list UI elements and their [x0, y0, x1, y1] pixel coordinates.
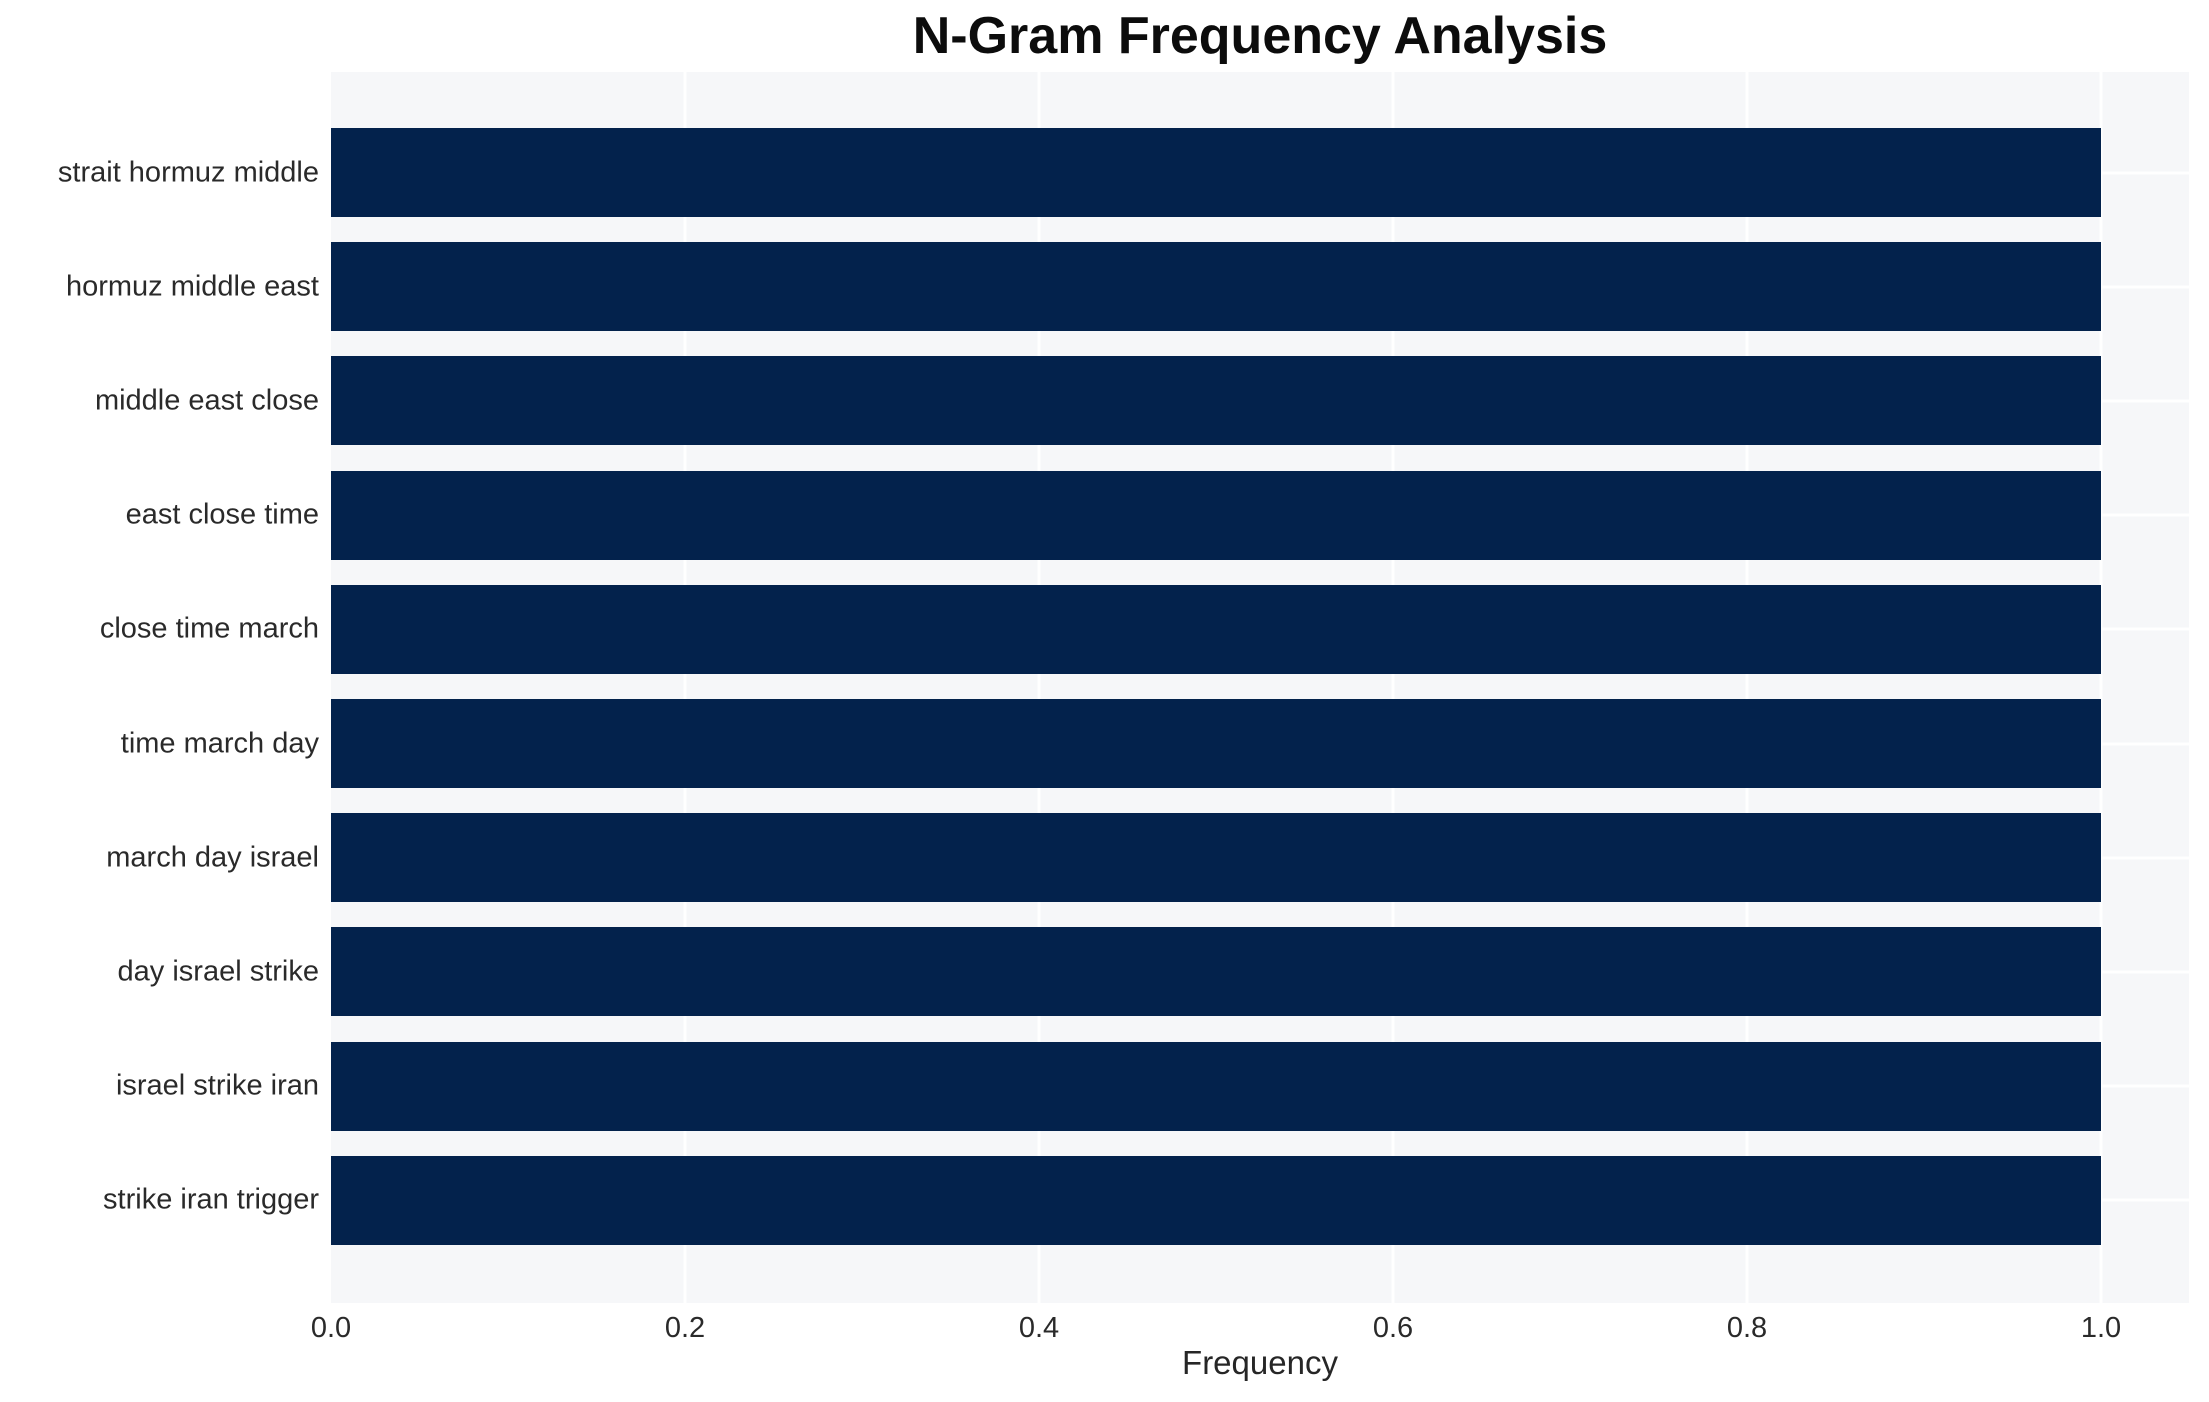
x-tick-label-0.2: 0.2: [664, 1312, 706, 1344]
y-tick-label-6: march day israel: [106, 841, 319, 874]
y-tick-label-5: time march day: [120, 727, 319, 759]
bar-3: [331, 470, 2101, 560]
bar-7: [331, 927, 2101, 1017]
bar-0: [331, 128, 2101, 217]
y-tick-label-7: day israel strike: [117, 955, 319, 988]
y-tick-label-9: strike iran trigger: [103, 1183, 319, 1216]
x-tick-label-0.4: 0.4: [1018, 1312, 1060, 1344]
x-axis-label: Frequency: [1182, 1344, 1338, 1381]
x-gridline-1.0: [2099, 72, 2103, 1303]
bar-8: [331, 1041, 2101, 1131]
x-gridline-0.8: [1745, 72, 1749, 1303]
bar-2: [331, 356, 2101, 446]
x-gridline-0.4: [1037, 72, 1041, 1303]
bar-5: [331, 699, 2101, 788]
y-tick-label-1: hormuz middle east: [65, 270, 319, 303]
bar-6: [331, 813, 2101, 903]
x-gridline-0.2: [683, 72, 687, 1303]
x-tick-label-0.6: 0.6: [1372, 1312, 1414, 1344]
x-tick-label-0.0: 0.0: [310, 1312, 352, 1344]
x-tick-label-0.8: 0.8: [1726, 1312, 1768, 1344]
x-tick-label-1.0: 1.0: [2080, 1312, 2122, 1344]
chart-title: N-Gram Frequency Analysis: [912, 7, 1608, 65]
y-tick-label-8: israel strike iran: [115, 1069, 319, 1102]
bar-4: [331, 584, 2101, 674]
bar-9: [331, 1155, 2101, 1245]
bar-1: [331, 242, 2101, 332]
y-tick-label-0: strait hormuz middle: [57, 156, 319, 188]
plot-area: [331, 72, 2189, 1303]
y-tick-label-3: east close time: [125, 498, 319, 531]
y-tick-label-4: close time march: [99, 612, 319, 645]
y-tick-label-2: middle east close: [94, 384, 319, 417]
x-gridline-0.6: [1391, 72, 1395, 1303]
